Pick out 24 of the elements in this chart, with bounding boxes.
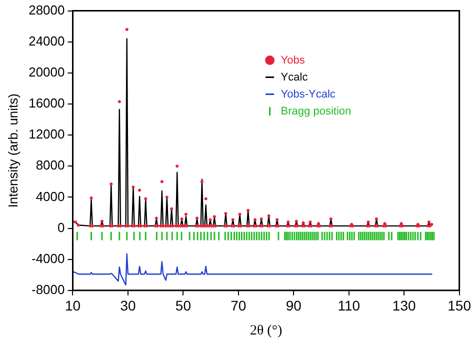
x-tick-label: 90 [286,298,302,314]
y-tick-label: 16000 [28,96,65,111]
x-tick-label: 110 [338,298,360,314]
legend-label: Yobs-Ycalc [280,88,336,100]
y-tick-label: 28000 [28,2,65,18]
x-axis-title: 2θ (°) [250,323,282,338]
x-tick-label: 30 [120,298,136,314]
legend-label: Yobs [280,54,306,66]
y-tick-label: 24000 [28,33,65,48]
x-tick-label: 130 [392,298,416,314]
x-tick-label: 10 [64,298,81,314]
x-tick-label: 70 [230,298,246,314]
legend-label: Ycalc [280,71,308,84]
y-tick-label: 20000 [28,64,65,80]
y-tick-label: 4000 [36,188,65,204]
y-tick-label: -4000 [32,250,65,266]
y-tick-label: -8000 [32,282,65,297]
y-tick-label: 0 [58,220,65,235]
y-axis-title: Intensity (arb. units) [5,94,20,208]
y-tick-label: 8000 [36,158,65,173]
x-tick-label: 50 [175,298,192,314]
x-tick-label: 150 [448,298,472,314]
legend-label: Bragg position [280,105,352,118]
y-tick-label: 12000 [28,126,65,142]
